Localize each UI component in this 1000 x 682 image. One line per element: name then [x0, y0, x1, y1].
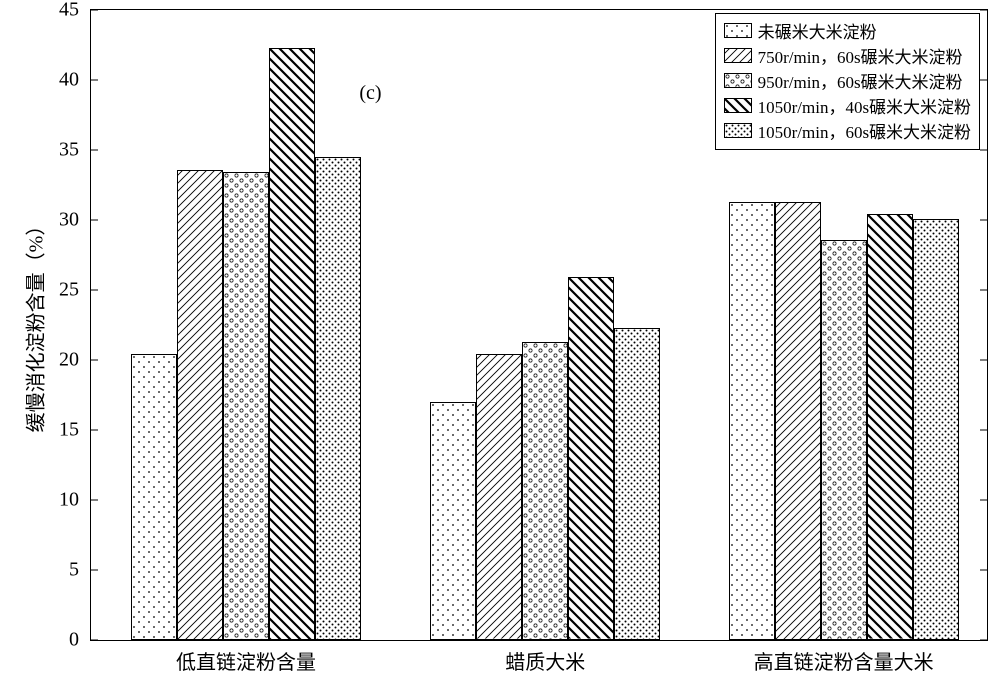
bar: [522, 342, 568, 640]
legend-item: 1050r/min，60s碾米大米淀粉: [724, 118, 971, 143]
y-tick-label: 25: [59, 279, 79, 302]
y-tick-mark: [980, 150, 987, 151]
bar: [315, 157, 361, 640]
y-axis-title: 缓慢消化淀粉含量（%）: [20, 216, 49, 433]
y-tick-mark: [91, 640, 98, 641]
y-tick-mark: [980, 10, 987, 11]
y-tick-label: 10: [59, 489, 79, 512]
y-tick-mark: [980, 570, 987, 571]
legend-item: 未碾米大米淀粉: [724, 18, 971, 43]
y-tick-label: 40: [59, 69, 79, 92]
bar: [775, 202, 821, 640]
y-tick-mark: [91, 570, 98, 571]
bar: [729, 202, 775, 640]
plot-area: (c) 未碾米大米淀粉750r/min，60s碾米大米淀粉950r/min，60…: [90, 9, 988, 641]
bar: [476, 354, 522, 640]
y-tick-label: 15: [59, 419, 79, 442]
y-tick-mark: [980, 80, 987, 81]
legend-swatch: [724, 123, 752, 138]
legend-label: 1050r/min，60s碾米大米淀粉: [758, 118, 971, 143]
chart-container: 缓慢消化淀粉含量（%） (c) 未碾米大米淀粉750r/min，60s碾米大米淀…: [0, 0, 1000, 682]
bar: [131, 354, 177, 640]
y-tick-label: 0: [69, 629, 79, 652]
bar: [430, 402, 476, 640]
y-tick-mark: [980, 640, 987, 641]
y-tick-label: 5: [69, 559, 79, 582]
y-tick-mark: [980, 220, 987, 221]
y-tick-label: 45: [59, 0, 79, 22]
legend-swatch: [724, 48, 752, 63]
bar: [614, 328, 660, 640]
legend-label: 1050r/min，40s碾米大米淀粉: [758, 93, 971, 118]
y-tick-label: 30: [59, 209, 79, 232]
x-category-label: 蜡质大米: [505, 646, 585, 675]
panel-label: (c): [359, 82, 381, 105]
bar: [821, 240, 867, 640]
bar: [177, 170, 223, 640]
y-tick-mark: [980, 290, 987, 291]
x-category-label: 低直链淀粉含量: [176, 646, 316, 675]
y-tick-mark: [91, 360, 98, 361]
y-tick-mark: [91, 500, 98, 501]
y-tick-mark: [91, 80, 98, 81]
y-tick-label: 20: [59, 349, 79, 372]
x-category-label: 高直链淀粉含量大米: [754, 646, 934, 675]
y-tick-mark: [91, 10, 98, 11]
legend-swatch: [724, 98, 752, 113]
legend-item: 750r/min，60s碾米大米淀粉: [724, 43, 971, 68]
y-tick-mark: [980, 360, 987, 361]
bar: [913, 219, 959, 640]
legend-label: 750r/min，60s碾米大米淀粉: [758, 43, 963, 68]
bar: [568, 277, 614, 640]
y-tick-mark: [980, 430, 987, 431]
y-tick-mark: [91, 220, 98, 221]
legend-swatch: [724, 73, 752, 88]
y-tick-mark: [91, 150, 98, 151]
y-tick-mark: [91, 430, 98, 431]
y-tick-mark: [91, 290, 98, 291]
bar: [223, 172, 269, 640]
legend-label: 未碾米大米淀粉: [758, 18, 877, 43]
legend-item: 1050r/min，40s碾米大米淀粉: [724, 93, 971, 118]
legend-item: 950r/min，60s碾米大米淀粉: [724, 68, 971, 93]
y-tick-label: 35: [59, 139, 79, 162]
bar: [269, 48, 315, 640]
legend: 未碾米大米淀粉750r/min，60s碾米大米淀粉950r/min，60s碾米大…: [715, 13, 980, 150]
legend-label: 950r/min，60s碾米大米淀粉: [758, 68, 963, 93]
y-tick-mark: [980, 500, 987, 501]
bar: [867, 214, 913, 640]
legend-swatch: [724, 23, 752, 38]
